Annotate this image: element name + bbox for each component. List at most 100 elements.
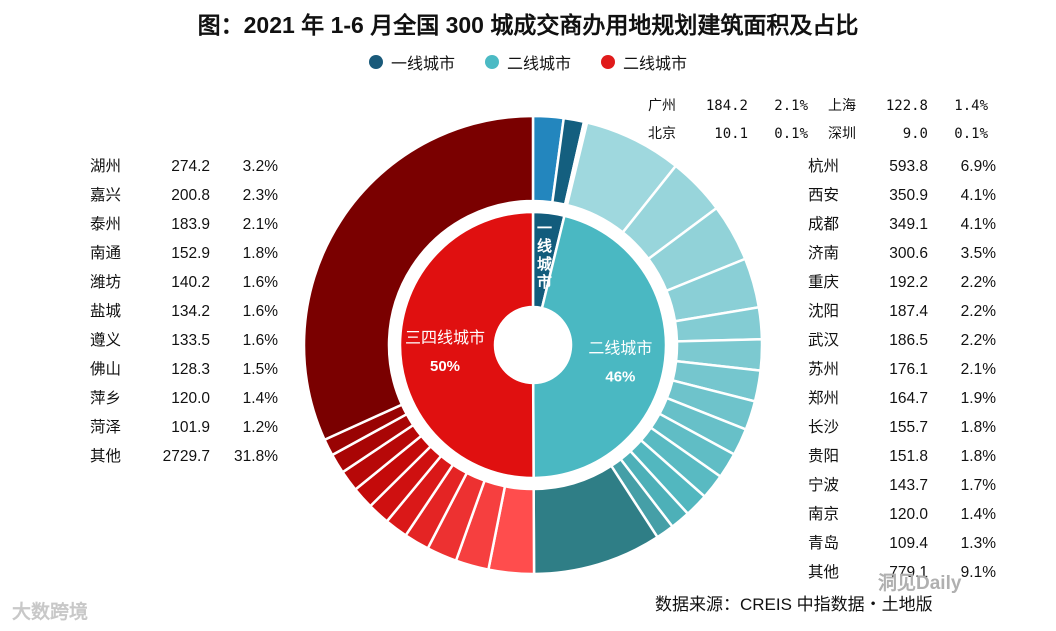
- city-name: 佛山: [90, 361, 122, 378]
- city-value: 274.2: [171, 158, 210, 175]
- city-name: 南通: [90, 245, 122, 262]
- tier1-table: 广州 184.2 2.1% 上海 122.8 1.4% 北京 10.1 0.1%…: [648, 92, 988, 148]
- city-value: 593.8: [889, 158, 928, 175]
- city-name: 南京: [808, 506, 840, 523]
- city-value: 143.7: [889, 477, 928, 494]
- tier2-row: 沈阳 187.4 2.2%: [808, 297, 996, 326]
- city-name: 西安: [808, 187, 840, 204]
- city-name: 重庆: [808, 274, 840, 291]
- city-value: 122.8: [885, 98, 928, 114]
- tier2-row: 武汉 186.5 2.2%: [808, 326, 996, 355]
- city-value: 300.6: [889, 245, 928, 262]
- tier3-list: 湖州 274.2 3.2% 嘉兴 200.8 2.3% 泰州 183.9 2.1% 南通 152.9…: [90, 152, 278, 471]
- city-value: 349.1: [889, 216, 928, 233]
- watermark-right: 洞见Daily: [878, 573, 962, 594]
- city-value: 128.3: [171, 361, 210, 378]
- city-value: 184.2: [705, 98, 748, 114]
- inner-label-tier3-pct: 50%: [430, 358, 460, 375]
- city-value: 192.2: [889, 274, 928, 291]
- city-value: 779.1: [889, 564, 928, 581]
- tier3-row: 其他 2729.7 31.8%: [90, 442, 278, 471]
- city-value: 186.5: [889, 332, 928, 349]
- city-pct: 4.1%: [960, 216, 996, 233]
- tier3-row: 盐城 134.2 1.6%: [90, 297, 278, 326]
- city-value: 120.0: [171, 390, 210, 407]
- city-pct: 3.2%: [242, 158, 278, 175]
- legend-label-tier3: 二线城市: [623, 56, 688, 73]
- city-name: 青岛: [808, 535, 840, 552]
- city-value: 151.8: [889, 448, 928, 465]
- tier2-list: 杭州 593.8 6.9% 西安 350.9 4.1% 成都 349.1 4.1% 济南 300.6…: [808, 152, 996, 587]
- city-pct: 1.4%: [242, 390, 278, 407]
- city-name: 萍乡: [90, 390, 122, 407]
- city-name: 盐城: [90, 303, 122, 320]
- city-pct: 2.2%: [960, 274, 996, 291]
- legend-item-tier3: 二线城市: [601, 50, 687, 74]
- tier3-row: 遵义 133.5 1.6%: [90, 326, 278, 355]
- city-name: 其他: [808, 564, 840, 581]
- city-name: 郑州: [808, 390, 840, 407]
- city-name: 长沙: [808, 419, 840, 436]
- city-name: 苏州: [808, 361, 840, 378]
- tier2-row: 长沙 155.7 1.8%: [808, 413, 996, 442]
- tier2-row: 西安 350.9 4.1%: [808, 181, 996, 210]
- city-pct: 0.1%: [774, 126, 808, 142]
- inner-label-tier1-char: 一: [537, 220, 552, 237]
- tier2-row: 苏州 176.1 2.1%: [808, 355, 996, 384]
- city-pct: 1.6%: [242, 332, 278, 349]
- city-pct: 6.9%: [960, 158, 996, 175]
- tier3-row: 菏泽 101.9 1.2%: [90, 413, 278, 442]
- city-value: 152.9: [171, 245, 210, 262]
- tier3-row: 萍乡 120.0 1.4%: [90, 384, 278, 413]
- tier3-row: 嘉兴 200.8 2.3%: [90, 181, 278, 210]
- inner-label-tier1-char: 城: [537, 255, 552, 273]
- legend-dot-tier2: [484, 55, 499, 69]
- city-name: 其他: [90, 448, 122, 465]
- legend-label-tier2: 二线城市: [506, 56, 571, 73]
- city-value: 155.7: [889, 419, 928, 436]
- inner-slice-三四线城市: [398, 210, 535, 480]
- city-name: 上海: [828, 98, 856, 114]
- city-name: 沈阳: [808, 303, 840, 320]
- tier2-row: 杭州 593.8 6.9%: [808, 152, 996, 181]
- inner-slice-二线城市: [531, 214, 668, 480]
- city-name: 菏泽: [90, 419, 122, 436]
- tier2-row: 郑州 164.7 1.9%: [808, 384, 996, 413]
- city-value: 164.7: [889, 390, 928, 407]
- city-name: 潍坊: [90, 274, 122, 291]
- city-pct: 9.1%: [960, 564, 996, 581]
- tier3-row: 佛山 128.3 1.5%: [90, 355, 278, 384]
- outer-slice-其他: [302, 114, 535, 442]
- city-name: 湖州: [90, 158, 122, 175]
- city-name: 成都: [808, 216, 840, 233]
- tier3-row: 南通 152.9 1.8%: [90, 239, 278, 268]
- city-name: 武汉: [808, 332, 840, 349]
- city-pct: 4.1%: [960, 187, 996, 204]
- city-name: 泰州: [90, 216, 122, 233]
- legend-dot-tier1: [368, 55, 383, 69]
- city-pct: 1.8%: [960, 419, 996, 436]
- city-pct: 1.4%: [960, 506, 996, 523]
- city-name: 广州: [648, 98, 676, 114]
- city-pct: 1.2%: [242, 419, 278, 436]
- legend: 一线城市 二线城市 二线城市: [0, 50, 1056, 74]
- city-pct: 0.1%: [954, 126, 988, 142]
- tier2-row: 重庆 192.2 2.2%: [808, 268, 996, 297]
- city-value: 9.0: [902, 126, 928, 142]
- city-name: 嘉兴: [90, 187, 122, 204]
- tier3-row: 潍坊 140.2 1.6%: [90, 268, 278, 297]
- city-pct: 3.5%: [960, 245, 996, 262]
- inner-label-tier1-char: 线: [537, 237, 552, 255]
- watermark-left: 大数跨境: [12, 602, 89, 623]
- inner-label-tier3-name: 三四线城市: [405, 329, 485, 347]
- city-value: 187.4: [889, 303, 928, 320]
- city-value: 200.8: [171, 187, 210, 204]
- city-value: 134.2: [171, 303, 210, 320]
- legend-dot-tier3: [601, 55, 615, 69]
- tier2-row: 其他 779.1 9.1%: [808, 558, 996, 587]
- tier2-row: 南京 120.0 1.4%: [808, 500, 996, 529]
- tier3-row: 泰州 183.9 2.1%: [90, 210, 278, 239]
- city-pct: 1.9%: [960, 390, 996, 407]
- city-value: 101.9: [171, 419, 210, 436]
